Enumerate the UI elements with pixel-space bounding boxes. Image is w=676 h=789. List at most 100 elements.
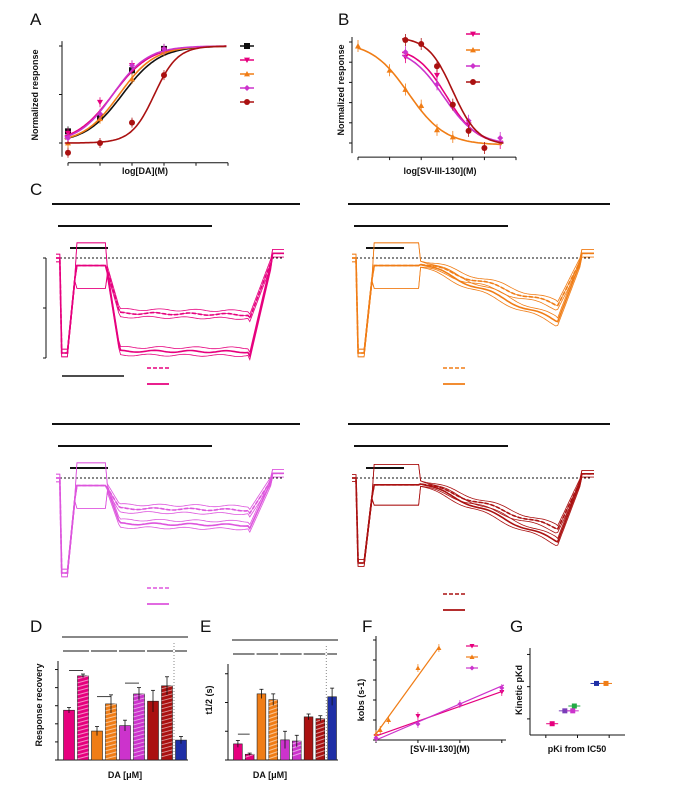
panel-b: B Normalized response log[SV-III-130](M)	[336, 10, 517, 176]
bar-hatch	[161, 705, 173, 710]
panel-a-ylabel: Normalized response	[30, 49, 40, 140]
bar-hatch	[133, 709, 145, 714]
response-trace	[56, 472, 284, 574]
response-trace	[56, 242, 284, 354]
bar-hatch	[133, 725, 145, 730]
bar-hatch	[161, 717, 173, 722]
bar-hatch	[77, 735, 89, 740]
bar-hatch	[133, 753, 145, 758]
data-point-2	[571, 703, 577, 709]
bar-hatch	[105, 727, 117, 732]
bar-hatch	[268, 743, 278, 748]
data-point-5	[549, 721, 555, 727]
bar-hatch	[105, 731, 117, 736]
bar-hatch	[161, 741, 173, 746]
legend-marker	[470, 63, 476, 69]
bar-hatch	[161, 737, 173, 742]
legend-marker	[469, 665, 475, 671]
bar-hatch	[105, 747, 117, 752]
bar-hatch	[315, 726, 325, 731]
bar-hatch	[268, 731, 278, 736]
bar-hatch	[77, 679, 89, 684]
bar-hatch	[161, 749, 173, 754]
bar-hatch	[315, 742, 325, 747]
response-trace	[352, 473, 594, 564]
bar-hatch	[133, 713, 145, 718]
response-trace	[352, 473, 594, 564]
bar-hatch	[268, 707, 278, 712]
bar-hatch	[77, 743, 89, 748]
panel-b-label: B	[338, 10, 349, 29]
response-trace	[352, 473, 594, 564]
panel-d-ylabel: Response recovery	[34, 663, 44, 746]
panel-a-label: A	[30, 10, 42, 29]
panel-g-xlabel: pKi from IC50	[548, 744, 607, 754]
bar-hatch	[77, 695, 89, 700]
response-trace	[56, 252, 284, 354]
bar-wt-100	[327, 696, 337, 761]
bar-hatch	[77, 723, 89, 728]
fit-curve-w100a	[64, 45, 227, 144]
bar-hatch	[268, 711, 278, 716]
bar-l94a-1	[256, 693, 267, 761]
panel-g-ylabel: Kinetic pKd	[514, 665, 524, 715]
bar-hatch	[105, 711, 117, 716]
response-trace	[352, 473, 594, 564]
bar-hatch	[161, 693, 173, 698]
response-trace	[56, 252, 284, 359]
bar-hatch	[268, 735, 278, 740]
bar-hatch	[105, 743, 117, 748]
bar-hatch	[315, 738, 325, 743]
bar-hatch	[77, 683, 89, 688]
panel-b-xlabel: log[SV-III-130](M)	[403, 166, 476, 176]
bar-hatch	[133, 745, 145, 750]
response-trace	[352, 252, 594, 354]
response-trace	[56, 252, 284, 354]
panel-c: C	[30, 180, 610, 611]
data-point-3	[562, 708, 568, 714]
panel-a-xlabel: log[DA](M)	[122, 166, 168, 176]
fit-curve-w100a	[402, 38, 504, 144]
trace-block-w100a	[348, 423, 610, 611]
panel-c-label: C	[30, 180, 42, 199]
panel-e-xlabel: DA [μM]	[253, 770, 287, 780]
bar-hatch	[161, 701, 173, 706]
panel-f-ylabel: kobs (s-1)	[356, 679, 366, 722]
response-trace	[56, 472, 284, 574]
bar-hatch	[77, 691, 89, 696]
bar-hatch	[105, 739, 117, 744]
bar-hatch	[268, 751, 278, 756]
bar-hatch	[268, 747, 278, 752]
bar-hatch	[268, 739, 278, 744]
response-trace	[352, 476, 594, 567]
response-trace	[352, 252, 594, 354]
response-trace	[56, 256, 284, 358]
bar-hatch	[161, 745, 173, 750]
trace-block-v91a	[43, 203, 300, 385]
panel-e-ylabel: t1/2 (s)	[204, 685, 214, 714]
legend-marker	[244, 57, 250, 63]
bar-hatch	[77, 687, 89, 692]
bar-hatch	[268, 727, 278, 732]
legend-marker	[469, 644, 475, 649]
bar-hatch	[77, 755, 89, 760]
fit-curve-e95a	[64, 45, 227, 138]
bar-hatch	[105, 715, 117, 720]
bar-hatch	[161, 729, 173, 734]
response-trace	[352, 242, 594, 350]
panel-d-label: D	[30, 617, 42, 636]
legend-marker	[244, 71, 250, 77]
response-trace	[56, 462, 284, 570]
bar-hatch	[161, 753, 173, 758]
response-trace	[352, 252, 594, 354]
response-trace	[56, 476, 284, 578]
bar-hatch	[315, 734, 325, 739]
bar-hatch	[133, 741, 145, 746]
trace-block-e95a	[52, 423, 300, 605]
response-trace	[56, 256, 284, 361]
bar-hatch	[315, 722, 325, 727]
bar-hatch	[77, 699, 89, 704]
bar-hatch	[105, 723, 117, 728]
bar-hatch	[105, 735, 117, 740]
